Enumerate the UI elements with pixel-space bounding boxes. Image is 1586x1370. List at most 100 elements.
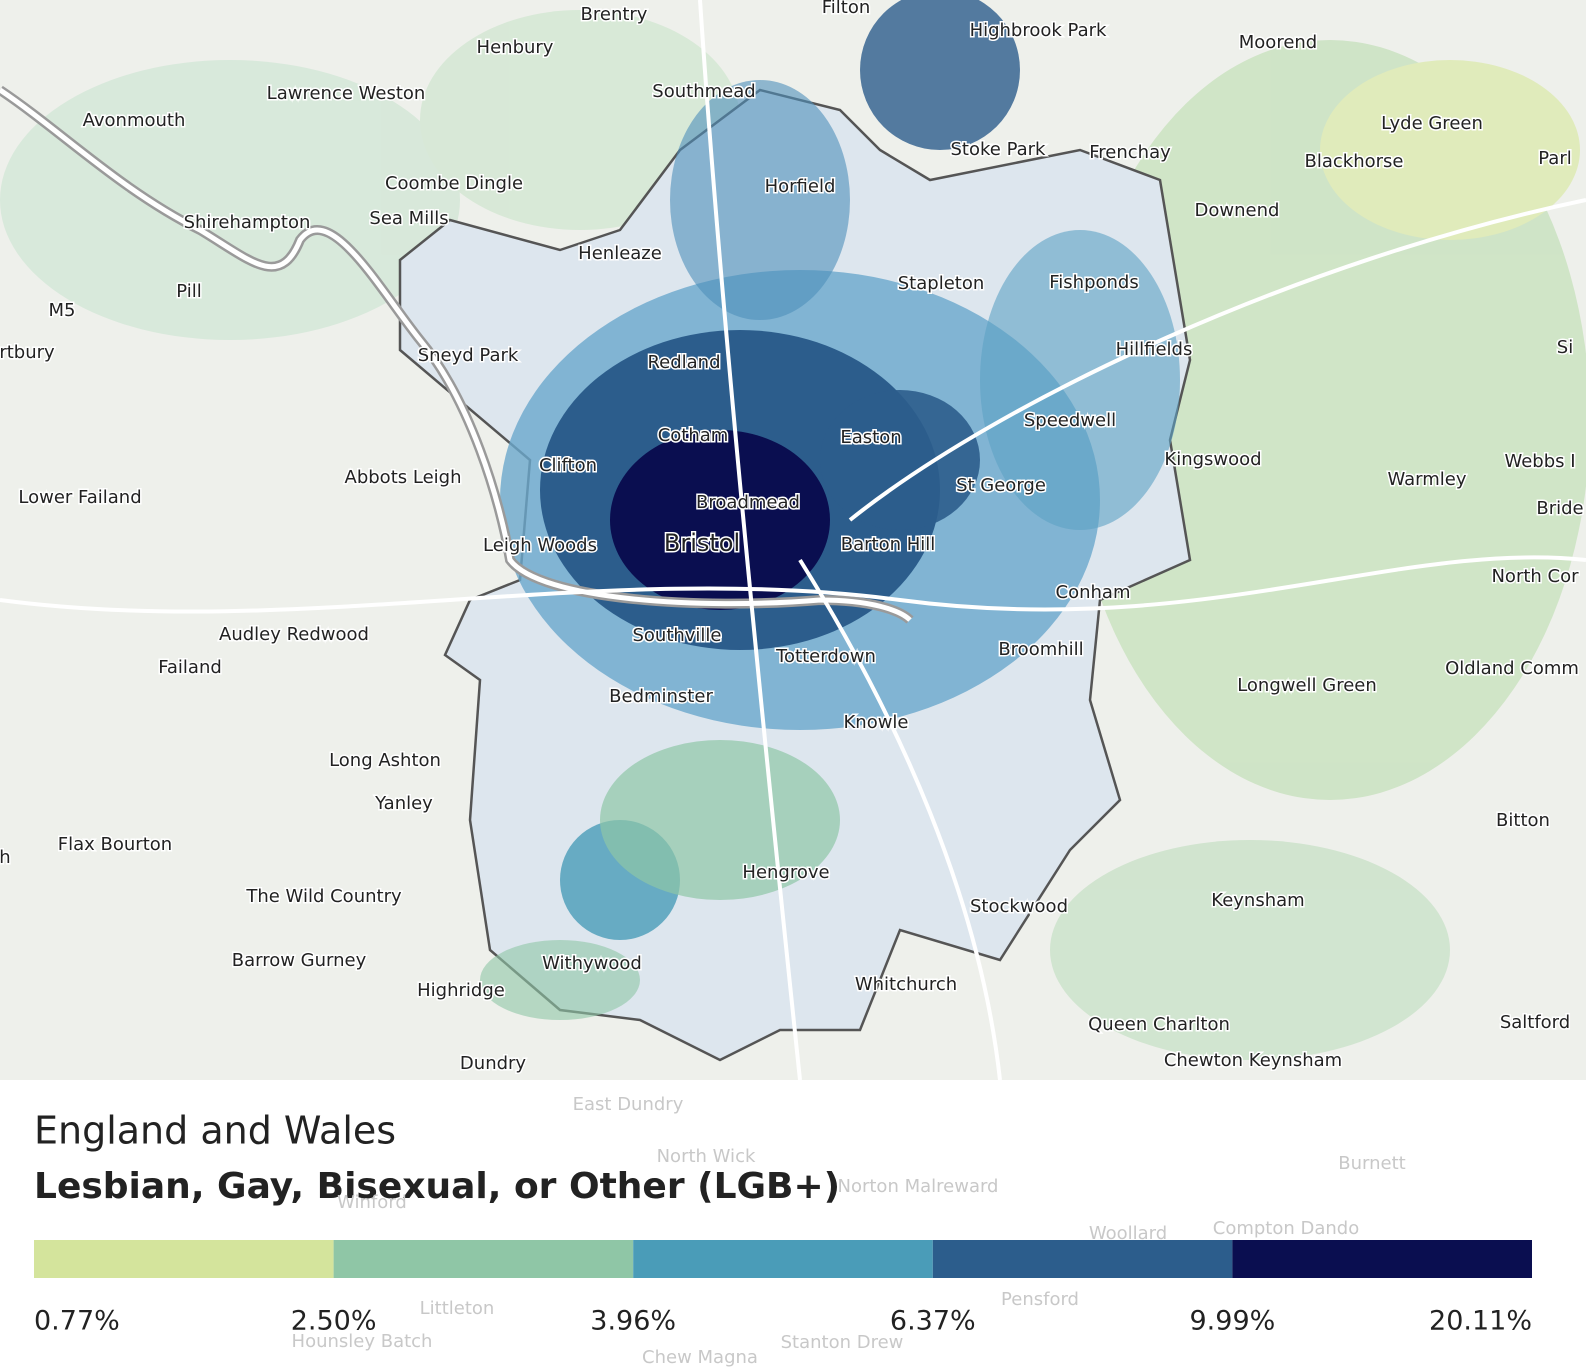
place-label: Abbots Leigh: [345, 467, 462, 488]
place-label: Clifton: [539, 455, 597, 476]
place-label: Sneyd Park: [418, 345, 519, 366]
place-label: Bride: [1536, 498, 1583, 519]
place-label: Brentry: [581, 4, 648, 25]
place-label: Broadmead: [696, 492, 800, 513]
place-label: Failand: [158, 657, 222, 678]
faded-place-label: Compton Dando: [1213, 1218, 1359, 1239]
legend-swatch: [333, 1240, 634, 1278]
place-label: Si: [1557, 337, 1573, 358]
place-label: Hengrove: [742, 862, 829, 883]
place-label: Southmead: [652, 81, 755, 102]
place-label: rtbury: [0, 342, 55, 363]
place-label: Barrow Gurney: [232, 950, 367, 971]
faded-place-label: Norton Malreward: [838, 1176, 999, 1197]
place-label: Blackhorse: [1305, 151, 1404, 172]
faded-place-label: Pensford: [1001, 1289, 1079, 1310]
place-label: Saltford: [1500, 1012, 1570, 1033]
place-label: Warmley: [1387, 469, 1466, 490]
place-label: Stapleton: [898, 273, 985, 294]
place-label: Highridge: [417, 980, 505, 1001]
legend-title: England and Wales: [34, 1109, 396, 1153]
legend-swatch: [932, 1240, 1233, 1278]
place-label: The Wild Country: [245, 886, 402, 907]
legend-break-label: 0.77%: [34, 1306, 120, 1337]
place-label: Audley Redwood: [219, 624, 369, 645]
place-label: Dundry: [460, 1053, 527, 1074]
legend-break-label: 3.96%: [590, 1306, 676, 1337]
place-label: Knowle: [843, 712, 908, 733]
place-label: Long Ashton: [329, 750, 441, 771]
place-label: Bitton: [1496, 810, 1550, 831]
place-label: Longwell Green: [1237, 675, 1377, 696]
faded-place-label: Winford: [337, 1192, 407, 1213]
legend-break-label: 6.37%: [890, 1306, 976, 1337]
place-label: Frenchay: [1089, 142, 1171, 163]
legend-subtitle: Lesbian, Gay, Bisexual, or Other (LGB+): [34, 1166, 840, 1207]
faded-place-label: Stanton Drew: [781, 1332, 904, 1353]
place-label: M5: [49, 300, 76, 321]
place-label: Hillfields: [1116, 339, 1193, 360]
legend-swatch: [1232, 1240, 1532, 1278]
legend-panel: [0, 1080, 1586, 1370]
legend-swatch: [633, 1240, 933, 1278]
faded-place-label: East Dundry: [573, 1094, 684, 1115]
place-label: Parl: [1538, 148, 1571, 169]
place-label: Southville: [632, 625, 721, 646]
place-label: Totterdown: [775, 646, 876, 667]
place-label: Henleaze: [578, 243, 662, 264]
lgb-areas: [480, 0, 1180, 1020]
place-label: Withywood: [542, 953, 642, 974]
place-label: Kingswood: [1164, 449, 1261, 470]
place-label: Flax Bourton: [58, 834, 172, 855]
place-label: Speedwell: [1024, 410, 1116, 431]
place-label: Downend: [1195, 200, 1280, 221]
legend-swatch: [34, 1240, 334, 1278]
faded-place-label: North Wick: [657, 1146, 756, 1167]
place-label: Coombe Dingle: [385, 173, 523, 194]
city-label: Bristol: [664, 529, 740, 557]
place-label: North Cor: [1491, 566, 1579, 587]
faded-place-label: Littleton: [420, 1298, 495, 1319]
place-label: Easton: [840, 427, 901, 448]
faded-place-label: Burnett: [1338, 1153, 1405, 1174]
place-label: Barton Hill: [841, 534, 936, 555]
place-label: Whitchurch: [855, 974, 957, 995]
faded-place-label: Hounsley Batch: [292, 1331, 433, 1352]
place-label: Broomhill: [998, 639, 1083, 660]
place-label: Shirehampton: [184, 212, 311, 233]
place-label: Chewton Keynsham: [1164, 1050, 1342, 1071]
place-label: Conham: [1056, 582, 1131, 603]
place-label: Horfield: [765, 176, 836, 197]
place-label: Lower Failand: [18, 487, 141, 508]
faded-place-label: Chew Magna: [642, 1347, 758, 1368]
place-label: Lawrence Weston: [267, 83, 426, 104]
legend-break-label: 20.11%: [1429, 1306, 1532, 1337]
place-label: Oldland Comm: [1445, 658, 1579, 679]
place-label: Avonmouth: [83, 110, 186, 131]
place-label: Redland: [647, 352, 720, 373]
place-label: Stockwood: [970, 896, 1068, 917]
place-label: Moorend: [1239, 32, 1317, 53]
place-label: Stoke Park: [951, 139, 1047, 160]
place-label: Leigh Woods: [483, 535, 597, 556]
place-label: Yanley: [374, 793, 433, 814]
place-label: Highbrook Park: [970, 20, 1107, 41]
place-label: Lyde Green: [1381, 113, 1483, 134]
place-label: Filton: [822, 0, 871, 18]
place-label: Keynsham: [1211, 890, 1304, 911]
place-label: Webbs I: [1504, 451, 1575, 472]
roads: [0, 0, 1586, 1081]
place-label: Bedminster: [609, 686, 713, 707]
place-label: Cotham: [658, 425, 729, 446]
place-label: Sea Mills: [369, 208, 448, 229]
place-label: Fishponds: [1049, 272, 1138, 293]
place-label: Pill: [176, 281, 201, 302]
place-label: h: [0, 847, 11, 868]
legend-break-label: 9.99%: [1190, 1306, 1276, 1337]
place-label: St George: [956, 475, 1046, 496]
river-avon-inner: [0, 87, 912, 622]
legend-break-label: 2.50%: [291, 1306, 377, 1337]
place-label: Queen Charlton: [1088, 1014, 1230, 1035]
place-label: Henbury: [477, 37, 554, 58]
